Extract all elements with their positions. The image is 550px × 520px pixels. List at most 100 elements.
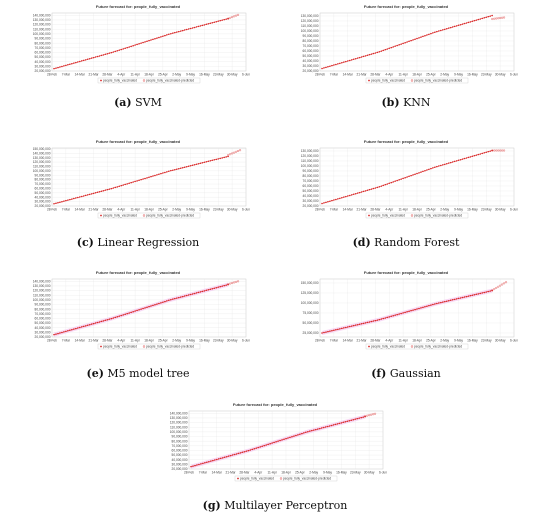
data-point-actual (461, 158, 464, 160)
x-tick-label: 25-Apr (158, 73, 169, 77)
data-point-actual (227, 155, 229, 158)
data-point-actual (235, 453, 238, 455)
data-point-actual (408, 40, 410, 43)
data-point-actual (63, 65, 65, 67)
data-point-actual (170, 169, 172, 172)
data-point-actual (279, 439, 281, 442)
data-point-actual (408, 310, 410, 312)
data-point-actual (152, 38, 154, 41)
y-tick-label: 130,000,000 (170, 416, 188, 420)
x-tick-label: 14-Mar (343, 339, 354, 343)
data-point-actual (100, 320, 103, 323)
x-tick-label: 7-Mar (62, 208, 71, 212)
data-point-actual (339, 328, 341, 330)
data-point-actual (360, 416, 362, 419)
chart-panel-gaussian: Future forecast for: people_fully_vaccin… (290, 268, 522, 360)
legend-label-predicted: people_fully_vaccinated-predicted (414, 214, 462, 218)
y-tick-label: 150,000,000 (33, 147, 51, 151)
x-tick-label: 21-Mar (357, 339, 368, 343)
data-point-predicted (239, 149, 242, 152)
data-point-actual (227, 455, 230, 457)
data-point-actual (483, 17, 486, 19)
y-tick-label: 70,000,000 (35, 182, 51, 186)
caption-random-forest: (d) Random Forest (290, 236, 522, 249)
data-point-actual (374, 187, 377, 189)
data-point-actual (406, 41, 408, 43)
data-point-predicted (491, 289, 494, 292)
data-point-actual (98, 55, 101, 57)
data-point-actual (325, 331, 327, 333)
chart-title: Future forecast for: people_fully_vaccin… (364, 4, 449, 9)
y-tick-label: 20,000,000 (303, 69, 319, 73)
data-point-actual (124, 313, 126, 315)
data-point-actual (418, 307, 420, 310)
data-point-actual (217, 458, 220, 460)
data-point-actual (445, 27, 448, 30)
data-point-actual (339, 62, 341, 65)
y-tick-label: 70,000,000 (35, 46, 51, 50)
data-point-actual (343, 196, 345, 198)
data-point-actual (360, 56, 363, 58)
data-point-predicted (227, 154, 230, 157)
data-point-actual (177, 167, 180, 170)
data-point-actual (424, 34, 426, 37)
data-point-actual (160, 36, 162, 38)
x-tick-label: 9-May (454, 73, 463, 77)
caption-svm: (a) SVM (22, 96, 254, 109)
caption-knn: (b) KNN (290, 96, 522, 109)
chart-panel-svm: Future forecast for: people_fully_vaccin… (22, 2, 254, 94)
x-tick-label: 28-Mar (102, 73, 113, 77)
data-point-actual (422, 170, 424, 173)
data-point-actual (327, 330, 329, 333)
data-point-actual (360, 323, 363, 325)
data-point-actual (438, 30, 440, 32)
data-point-predicted (235, 14, 238, 17)
y-tick-label: 120,000,000 (33, 160, 51, 164)
data-point-actual (201, 24, 204, 27)
data-point-actual (380, 318, 383, 320)
data-point-actual (80, 326, 83, 328)
data-point-actual (100, 190, 103, 192)
data-point-actual (251, 448, 254, 451)
data-point-actual (424, 169, 426, 172)
y-tick-label: 40,000,000 (35, 60, 51, 64)
legend-marker-actual (100, 214, 102, 217)
data-point-actual (398, 179, 400, 181)
data-point-actual (217, 286, 220, 288)
data-point-actual (378, 51, 381, 53)
x-tick-label: 6-Jun (379, 471, 387, 475)
data-point-actual (424, 306, 426, 308)
chart-title: Future forecast for: people_fully_vaccin… (364, 139, 449, 144)
data-point-actual (239, 452, 242, 454)
legend (365, 77, 469, 84)
data-point-predicted (497, 149, 500, 152)
data-point-actual (364, 55, 367, 57)
data-point-actual (154, 37, 156, 40)
data-point-actual (394, 180, 396, 182)
data-point-actual (489, 290, 491, 292)
data-point-actual (160, 302, 162, 304)
data-point-actual (102, 189, 105, 192)
data-point-actual (414, 38, 416, 40)
data-point-actual (325, 66, 327, 69)
data-point-actual (432, 167, 434, 169)
data-point-actual (120, 48, 123, 51)
x-tick-label: 6-Jun (510, 73, 518, 77)
y-tick-label: 150,000,000 (301, 281, 319, 285)
data-point-actual (223, 284, 225, 287)
data-point-actual (183, 29, 186, 31)
data-point-actual (177, 296, 180, 299)
x-tick-label: 18-Apr (412, 73, 423, 77)
y-tick-label: 30,000,000 (35, 330, 51, 334)
data-point-actual (134, 310, 136, 312)
data-point-actual (324, 426, 327, 428)
x-tick-label: 6-Jun (510, 208, 518, 212)
y-tick-label: 130,000,000 (301, 14, 319, 18)
data-point-actual (348, 59, 351, 62)
data-point-actual (265, 444, 267, 446)
data-point-actual (380, 185, 383, 187)
chart-title: Future forecast for: people_fully_vaccin… (364, 270, 449, 275)
data-point-actual (76, 196, 79, 199)
x-tick-label: 30-May (495, 339, 506, 343)
data-point-actual (189, 293, 192, 296)
